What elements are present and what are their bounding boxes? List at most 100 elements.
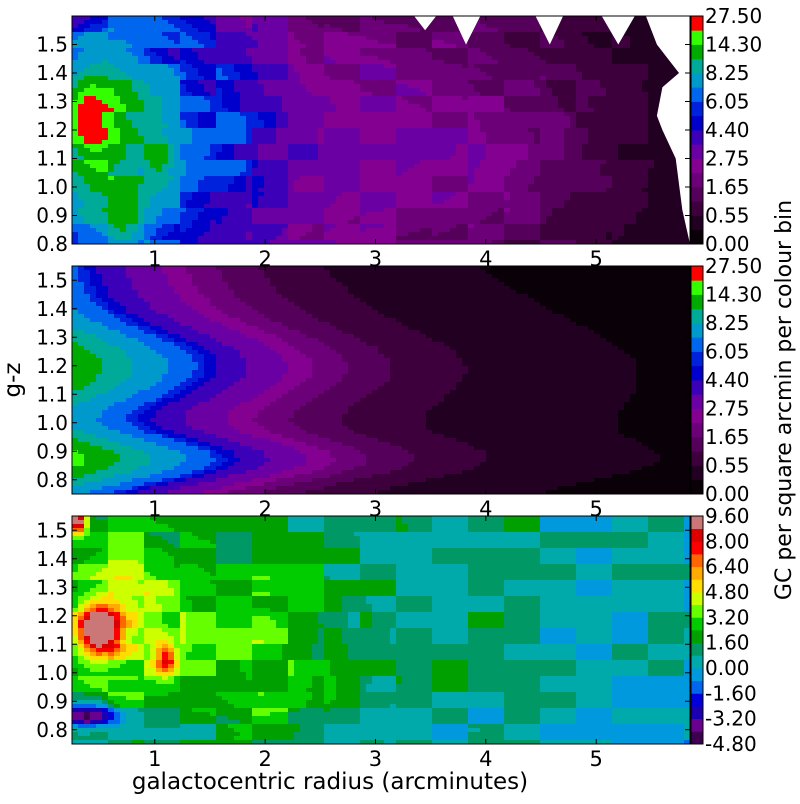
heatmap-cell [234, 116, 241, 121]
heatmap-cell [300, 128, 307, 133]
heatmap-cell [252, 40, 259, 45]
heatmap-cell [294, 200, 301, 205]
heatmap-cell [132, 40, 139, 45]
heatmap-cell [222, 16, 229, 21]
heatmap-cell [354, 104, 361, 109]
heatmap-cell [246, 32, 253, 37]
heatmap-cell [432, 212, 439, 217]
heatmap-cell [126, 152, 133, 157]
heatmap-cell [186, 140, 193, 145]
heatmap-cell [120, 88, 127, 93]
heatmap-cell [270, 156, 277, 161]
heatmap-cell [312, 184, 319, 189]
heatmap-cell [96, 152, 103, 157]
heatmap-cell [270, 236, 277, 241]
heatmap-cell [222, 128, 229, 133]
heatmap-cell [240, 160, 247, 165]
heatmap-cell [438, 72, 445, 77]
heatmap-cell [516, 184, 523, 189]
heatmap-cell [258, 88, 265, 93]
heatmap-cell [414, 196, 421, 201]
heatmap-cell [120, 120, 127, 125]
heatmap-cell [486, 204, 493, 209]
heatmap-cell [102, 52, 109, 57]
heatmap-cell [234, 100, 241, 105]
heatmap-cell [480, 148, 487, 153]
heatmap-cell [84, 52, 91, 57]
heatmap-cell [252, 212, 259, 217]
heatmap-cell [78, 48, 85, 53]
heatmap-cell [450, 96, 457, 101]
heatmap-cell [282, 172, 289, 177]
heatmap-cell [582, 236, 589, 241]
heatmap-cell [570, 76, 577, 81]
heatmap-cell [474, 108, 481, 113]
heatmap-cell [180, 240, 187, 244]
heatmap-cell [540, 224, 547, 229]
heatmap-cell [522, 64, 529, 69]
heatmap-cell [324, 72, 331, 77]
heatmap-cell [582, 200, 589, 205]
heatmap-cell [252, 48, 259, 53]
heatmap-cell [84, 124, 91, 129]
heatmap-cell [90, 56, 97, 61]
heatmap-cell [72, 204, 79, 209]
heatmap-cell [90, 36, 97, 41]
heatmap-cell [138, 44, 145, 49]
heatmap-cell [366, 32, 373, 37]
heatmap-cell [378, 136, 385, 141]
heatmap-cell [504, 120, 511, 125]
heatmap-cell [516, 76, 523, 81]
heatmap-cell [168, 180, 175, 185]
heatmap-cell [252, 24, 259, 29]
heatmap-cell [246, 200, 253, 205]
heatmap-cell [78, 200, 85, 205]
heatmap-cell [342, 72, 349, 77]
heatmap-cell [180, 136, 187, 141]
heatmap-cell [408, 148, 415, 153]
heatmap-cell [162, 56, 169, 61]
heatmap-cell [156, 136, 163, 141]
heatmap-cell [84, 24, 91, 29]
heatmap-cell [264, 32, 271, 37]
heatmap-cell [180, 84, 187, 89]
heatmap-cell [264, 236, 271, 241]
heatmap-cell [294, 172, 301, 177]
heatmap-cell [594, 108, 601, 113]
heatmap-cell [258, 100, 265, 105]
heatmap-cell [402, 188, 409, 193]
heatmap-cell [198, 100, 205, 105]
heatmap-cell [186, 20, 193, 25]
heatmap-cell [522, 100, 529, 105]
heatmap-cell [594, 48, 601, 53]
heatmap-cell [270, 196, 277, 201]
heatmap-cell [456, 160, 463, 165]
heatmap-cell [366, 192, 373, 197]
heatmap-cell [546, 120, 553, 125]
heatmap-cell [462, 232, 469, 237]
heatmap-cell [204, 224, 211, 229]
heatmap-cell [504, 36, 511, 41]
heatmap-cell [456, 96, 463, 101]
heatmap-cell [306, 76, 313, 81]
heatmap-cell [204, 236, 211, 241]
heatmap-cell [216, 80, 223, 85]
heatmap-cell [282, 84, 289, 89]
heatmap-cell [270, 120, 277, 125]
heatmap-cell [480, 104, 487, 109]
heatmap-cell [540, 96, 547, 101]
heatmap-cell [342, 232, 349, 237]
heatmap-cell [306, 92, 313, 97]
heatmap-cell [318, 32, 325, 37]
heatmap-cell [450, 28, 457, 33]
heatmap-cell [126, 68, 133, 73]
heatmap-cell [594, 144, 601, 149]
heatmap-cell [138, 64, 145, 69]
heatmap-cell [78, 20, 85, 25]
heatmap-cell [408, 92, 415, 97]
heatmap-cell [324, 172, 331, 177]
heatmap-cell [432, 192, 439, 197]
heatmap-cell [228, 148, 235, 153]
heatmap-cell [450, 76, 457, 81]
heatmap-cell [384, 212, 391, 217]
